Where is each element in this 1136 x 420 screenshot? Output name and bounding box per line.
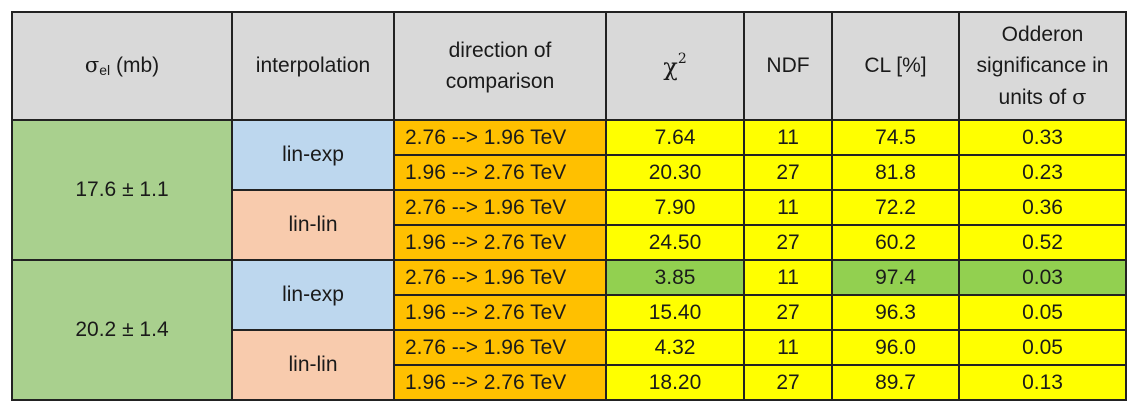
header-direction: direction of comparison [393,11,607,121]
interpolation-method: lin-lin [231,329,395,401]
cl-cell: 60.2 [831,224,960,261]
chi2-cell: 18.20 [605,364,745,401]
sigma-el-value: 20.2 ± 1.4 [11,259,233,401]
significance-sigma-symbol: σ [1072,84,1087,109]
sigma-subscript: el [99,61,111,78]
cl-cell: 96.0 [831,329,960,366]
header-cl: CL [%] [831,11,960,121]
cl-cell: 97.4 [831,259,960,296]
direction-cell: 1.96 --> 2.76 TeV [393,294,607,331]
significance-cell: 0.05 [958,294,1127,331]
direction-cell: 2.76 --> 1.96 TeV [393,119,607,156]
chi2-cell: 7.90 [605,189,745,226]
table-row: 17.6 ± 1.1 lin-exp 2.76 --> 1.96 TeV 7.6… [11,119,1127,261]
significance-cell: 0.03 [958,259,1127,296]
cl-cell: 89.7 [831,364,960,401]
ndf-cell: 11 [743,329,833,366]
table-row: lin-lin 2.76 --> 1.96 TeV 7.90 11 72.2 0… [12,189,1127,261]
table-row: 1.96 --> 2.76 TeV 20.30 27 81.8 0.23 [12,154,1127,191]
table-row: 1.96 --> 2.76 TeV 18.20 27 89.7 0.13 [12,364,1127,401]
ndf-cell: 11 [743,189,833,226]
significance-cell: 0.36 [958,189,1127,226]
header-row: σel (mb) interpolation direction of comp… [11,11,1127,121]
header-significance-text: Odderon significance in units of σ [968,19,1118,114]
header-ndf: NDF [743,11,833,121]
table-row: 20.2 ± 1.4 lin-exp 2.76 --> 1.96 TeV 3.8… [11,259,1127,401]
results-table: σel (mb) interpolation direction of comp… [11,11,1127,401]
direction-cell: 1.96 --> 2.76 TeV [393,224,607,261]
significance-cell: 0.05 [958,329,1127,366]
header-interpolation: interpolation [231,11,395,121]
header-direction-text: direction of comparison [445,38,555,94]
table-row: 1.96 --> 2.76 TeV 24.50 27 60.2 0.52 [12,224,1127,261]
header-sigma-el: σel (mb) [11,11,233,121]
chi2-cell: 20.30 [605,154,745,191]
header-chi2: χ2 [605,11,745,121]
interpolation-method: lin-exp [231,259,395,331]
chi2-cell: 7.64 [605,119,745,156]
chi2-cell: 4.32 [605,329,745,366]
interpolation-method: lin-lin [231,189,395,261]
cl-cell: 96.3 [831,294,960,331]
direction-cell: 2.76 --> 1.96 TeV [393,189,607,226]
ndf-cell: 27 [743,224,833,261]
direction-cell: 2.76 --> 1.96 TeV [393,259,607,296]
chi2-cell: 15.40 [605,294,745,331]
ndf-cell: 27 [743,154,833,191]
ndf-cell: 11 [743,259,833,296]
sigma-unit: (mb) [110,53,160,77]
significance-cell: 0.13 [958,364,1127,401]
cl-cell: 74.5 [831,119,960,156]
chi-letter: χ [663,52,678,81]
sigma-symbol: σ [84,52,100,77]
table-row: lin-lin 2.76 --> 1.96 TeV 4.32 11 96.0 0… [12,329,1127,401]
chi2-cell: 3.85 [605,259,745,296]
table-row: 1.96 --> 2.76 TeV 15.40 27 96.3 0.05 [12,294,1127,331]
cl-cell: 72.2 [831,189,960,226]
direction-cell: 1.96 --> 2.76 TeV [393,154,607,191]
significance-label: Odderon significance in units of [976,22,1109,109]
cl-cell: 81.8 [831,154,960,191]
ndf-cell: 27 [743,294,833,331]
direction-cell: 1.96 --> 2.76 TeV [393,364,607,401]
significance-cell: 0.52 [958,224,1127,261]
direction-cell: 2.76 --> 1.96 TeV [393,329,607,366]
significance-cell: 0.33 [958,119,1127,156]
chi-symbol: χ2 [663,50,687,81]
ndf-cell: 27 [743,364,833,401]
ndf-cell: 11 [743,119,833,156]
significance-cell: 0.23 [958,154,1127,191]
sigma-el-value: 17.6 ± 1.1 [11,119,233,261]
header-significance: Odderon significance in units of σ [958,11,1127,121]
chi-exponent: 2 [677,50,687,67]
chi2-cell: 24.50 [605,224,745,261]
interpolation-method: lin-exp [231,119,395,191]
